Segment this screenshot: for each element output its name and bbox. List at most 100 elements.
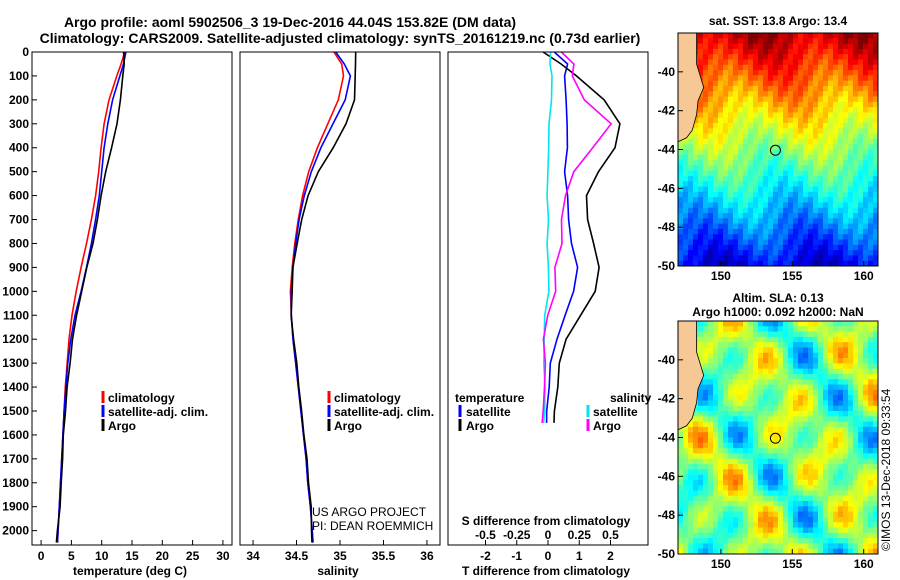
map-cell (778, 260, 784, 267)
map-cell (743, 411, 749, 417)
map-cell (833, 538, 839, 544)
map-cell (713, 33, 719, 39)
map-cell (688, 234, 694, 240)
map-cell (858, 149, 864, 156)
map-cell (708, 207, 714, 214)
map-cell (858, 223, 864, 230)
map-cell (873, 516, 879, 523)
map-cell (738, 112, 744, 119)
map-cell (788, 191, 794, 198)
map-cell (818, 506, 824, 513)
map-cell (753, 133, 759, 140)
map-cell (738, 352, 744, 359)
map-cell (828, 469, 834, 475)
map-cell (688, 175, 694, 182)
map-cell (688, 207, 694, 214)
map-cell (738, 543, 744, 550)
map-cell (873, 363, 879, 370)
map-cell (803, 458, 809, 465)
map-cell (868, 165, 874, 172)
map-cell (808, 485, 814, 491)
map-cell (703, 54, 709, 60)
map-cell (703, 213, 709, 219)
map-cell (838, 123, 844, 129)
map-cell (733, 101, 739, 108)
map-cell (823, 437, 829, 444)
map-cell (833, 223, 839, 230)
map-cell (738, 485, 744, 491)
map-cell (718, 358, 724, 364)
map-cell (843, 474, 849, 481)
map-cell (823, 474, 829, 481)
map-cell (793, 442, 799, 449)
map-cell (798, 138, 804, 145)
map-cell (808, 458, 814, 465)
map-cell (803, 244, 809, 251)
map-cell (848, 442, 854, 449)
map-cell (728, 250, 734, 256)
map-cell (798, 437, 804, 444)
map-cell (863, 501, 869, 507)
map-cell (713, 123, 719, 129)
map-cell (838, 453, 844, 460)
map-cell (868, 336, 874, 343)
map-cell (783, 458, 789, 465)
map-cell (763, 453, 769, 460)
map-cell (728, 522, 734, 528)
map-cell (763, 511, 769, 518)
map-cell (833, 363, 839, 370)
map-cell (738, 474, 744, 481)
map-cell (753, 138, 759, 145)
map-cell (783, 101, 789, 108)
map-cell (818, 400, 824, 407)
map-cell (798, 112, 804, 119)
map-cell (743, 321, 749, 327)
map-cell (763, 474, 769, 481)
map-cell (723, 149, 729, 156)
map-cell (873, 91, 879, 97)
map-cell (748, 527, 754, 534)
map-cell (773, 128, 779, 135)
map-cell (773, 358, 779, 364)
map-cell (748, 239, 754, 246)
map-cell (863, 485, 869, 491)
map-cell (708, 331, 714, 338)
map-cell (868, 255, 874, 262)
map-cell (768, 336, 774, 343)
map-cell (838, 91, 844, 97)
map-cell (753, 421, 759, 428)
map-cell (803, 170, 809, 177)
map-cell (683, 218, 689, 225)
map-cell (788, 85, 794, 92)
map-cell (733, 321, 739, 327)
map-cell (863, 207, 869, 214)
map-cell (863, 416, 869, 423)
map-cell (683, 485, 689, 491)
map-cell (873, 336, 879, 343)
map-cell (698, 43, 704, 50)
map-cell (828, 250, 834, 256)
map-cell (688, 154, 694, 161)
map-cell (843, 213, 849, 219)
map-cell (858, 432, 864, 438)
map-cell (743, 358, 749, 364)
map-cell (843, 527, 849, 534)
map-cell (783, 70, 789, 76)
map-cell (858, 437, 864, 444)
map-cell (788, 154, 794, 161)
map-cell (863, 54, 869, 60)
map-cell (858, 516, 864, 523)
map-cell (733, 64, 739, 71)
map-cell (773, 43, 779, 50)
map-cell (708, 218, 714, 225)
map-cell (713, 511, 719, 518)
map-cell (703, 363, 709, 370)
map-cell (723, 223, 729, 230)
map-cell (738, 250, 744, 256)
map-cell (728, 128, 734, 135)
map-cell (813, 70, 819, 76)
map-cell (823, 128, 829, 135)
map-cell (733, 395, 739, 401)
map-cell (753, 352, 759, 359)
argo-profile-line (55, 51, 126, 543)
